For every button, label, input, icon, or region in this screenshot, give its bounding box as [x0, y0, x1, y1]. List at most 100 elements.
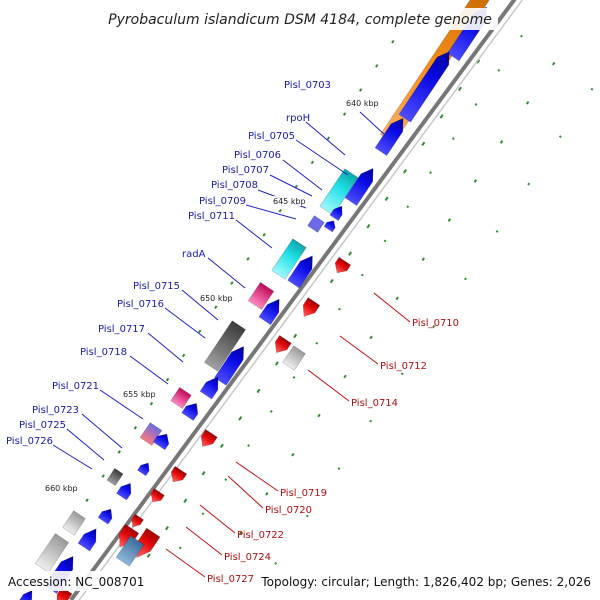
- feature-cds-forward[interactable]: [116, 480, 136, 501]
- gc-dot: [497, 68, 501, 72]
- feature-cds-reverse[interactable]: [271, 335, 292, 356]
- tick-backdrop: [344, 98, 382, 108]
- gene-label[interactable]: Pisl_0706: [234, 150, 281, 161]
- gene-label[interactable]: Pisl_0710: [412, 318, 459, 329]
- gene-label[interactable]: Pisl_0724: [224, 552, 271, 563]
- gene-label[interactable]: Pisl_0709: [199, 196, 246, 207]
- feature-cds-forward[interactable]: [152, 430, 172, 451]
- gc-dot: [384, 196, 389, 201]
- feature-cds-forward[interactable]: [181, 399, 203, 421]
- feature-cds-forward[interactable]: [398, 48, 455, 123]
- feature-cds-forward[interactable]: [199, 373, 224, 400]
- gc-dot: [338, 307, 341, 311]
- feature-magenta[interactable]: [170, 387, 192, 409]
- gene-label[interactable]: Pisl_0727: [207, 574, 254, 585]
- feature-cds-forward[interactable]: [77, 525, 102, 552]
- gc-dot: [230, 281, 234, 285]
- feature-cds-forward[interactable]: [344, 164, 379, 206]
- feature-magenta[interactable]: [247, 281, 275, 311]
- feature-purple[interactable]: [307, 215, 325, 233]
- feature-cds-reverse[interactable]: [197, 429, 218, 450]
- feature-cds-reverse[interactable]: [148, 488, 165, 506]
- gc-dot: [117, 450, 121, 454]
- gc-dot: [146, 553, 151, 558]
- feature-steel-blue[interactable]: [115, 535, 145, 567]
- feature-cds-forward[interactable]: [323, 218, 338, 233]
- gene-label[interactable]: Pisl_0712: [380, 361, 427, 372]
- feature-light-gray[interactable]: [282, 345, 306, 371]
- gene-label[interactable]: Pisl_0708: [211, 180, 258, 191]
- feature-cds-forward[interactable]: [258, 295, 285, 326]
- gc-dot: [421, 141, 426, 147]
- gc-dot: [183, 498, 188, 503]
- gene-label[interactable]: Pisl_0715: [133, 281, 180, 292]
- feature-gray[interactable]: [106, 467, 124, 487]
- feature-light-gray[interactable]: [62, 510, 86, 536]
- gc-dot: [326, 136, 331, 141]
- gc-dot: [525, 100, 530, 105]
- gc-dot: [499, 140, 504, 144]
- feature-cds-forward[interactable]: [214, 343, 250, 386]
- feature-cyan[interactable]: [271, 238, 307, 280]
- feature-pink-blue[interactable]: [139, 422, 163, 446]
- gene-label[interactable]: Pisl_0718: [80, 347, 127, 358]
- gene-label[interactable]: Pisl_0725: [19, 420, 66, 431]
- gc-dot: [201, 512, 205, 516]
- feature-cds-forward[interactable]: [97, 506, 116, 525]
- gc-dot: [558, 135, 562, 139]
- gc-dot: [395, 296, 399, 301]
- feature-cds-reverse[interactable]: [298, 297, 321, 321]
- leader-line: [269, 174, 313, 197]
- gc-dot: [432, 324, 436, 328]
- gc-dot: [224, 478, 228, 482]
- leader-line: [66, 428, 105, 461]
- gene-label[interactable]: radA: [182, 249, 206, 260]
- feature-cds-reverse[interactable]: [331, 256, 352, 276]
- gc-dot: [214, 305, 218, 309]
- feature-cds-reverse[interactable]: [52, 586, 73, 600]
- feature-cds-forward[interactable]: [374, 114, 409, 156]
- gc-dot: [429, 171, 432, 175]
- leader-line: [235, 219, 273, 249]
- gene-label[interactable]: Pisl_0722: [237, 530, 284, 541]
- gene-label[interactable]: Pisl_0726: [6, 436, 53, 447]
- feature-cds-forward[interactable]: [17, 588, 36, 600]
- leader-line: [147, 332, 184, 363]
- leader-line: [52, 444, 93, 470]
- feature-cds-forward[interactable]: [137, 460, 153, 477]
- feature-cds-reverse[interactable]: [129, 513, 144, 530]
- kbp-tick-label: 660 kbp: [45, 484, 78, 493]
- feature-gray[interactable]: [204, 320, 246, 372]
- gc-dot: [366, 223, 371, 229]
- gene-label[interactable]: rpoH: [286, 113, 310, 124]
- gene-label[interactable]: Pisl_0719: [280, 488, 327, 499]
- gene-label[interactable]: Pisl_0714: [351, 398, 398, 409]
- gc-dot: [274, 562, 278, 565]
- map-title: Pyrobaculum islandicum DSM 4184, complet…: [108, 12, 492, 28]
- leader-line: [81, 413, 123, 449]
- feature-cds-forward[interactable]: [287, 252, 319, 289]
- gene-label[interactable]: Pisl_0717: [98, 324, 145, 335]
- gene-label[interactable]: Pisl_0711: [188, 211, 235, 222]
- feature-cds-reverse[interactable]: [130, 527, 161, 562]
- gc-dot: [473, 179, 478, 183]
- feature-cds-forward[interactable]: [329, 203, 346, 222]
- gc-dot: [474, 103, 478, 106]
- leader-line: [359, 111, 386, 136]
- gc-dot: [360, 273, 364, 277]
- gene-label[interactable]: Pisl_0716: [117, 299, 164, 310]
- position-ticks: 640 kbp 645 kbp 650 kbp 655 kbp 660 kbp: [43, 98, 382, 493]
- feature-light-gray[interactable]: [34, 533, 70, 573]
- gene-label[interactable]: Pisl_0707: [222, 165, 269, 176]
- gene-label[interactable]: Pisl_0705: [248, 131, 295, 142]
- feature-cyan[interactable]: [319, 168, 359, 216]
- gene-label[interactable]: Pisl_0723: [32, 405, 79, 416]
- gc-dot: [265, 492, 269, 496]
- gene-label[interactable]: Pisl_0720: [265, 505, 312, 516]
- gene-label[interactable]: Pisl_0721: [52, 381, 99, 392]
- gene-label[interactable]: Pisl_0703: [284, 80, 331, 91]
- gc-dot: [181, 353, 186, 358]
- leader-line: [199, 504, 236, 534]
- feature-cds-reverse[interactable]: [167, 465, 188, 485]
